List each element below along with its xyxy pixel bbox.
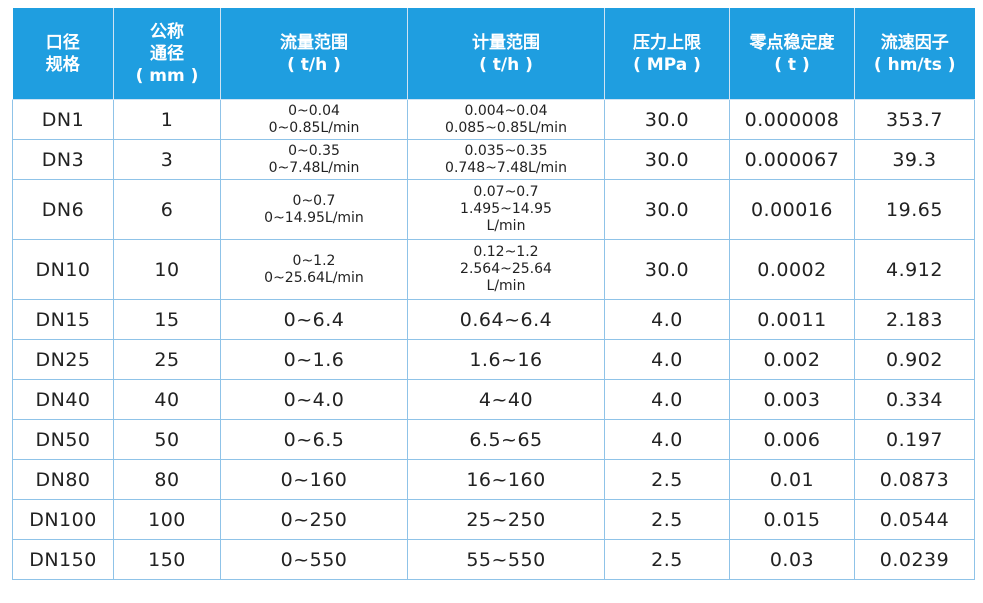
cell-velocity-factor: 0.197	[854, 419, 975, 460]
cell-flow-range: 0~160	[220, 459, 408, 500]
table-row: DN1 1 0~0.04 0~0.85L/min 0.004~0.04 0.085~0…	[12, 99, 975, 140]
cell-measuring-range: 55~550	[407, 539, 605, 580]
cell-measuring-range: 0.035~0.35 0.748~7.48L/min	[407, 139, 605, 180]
cell-pressure-limit: 30.0	[604, 139, 730, 180]
cell-velocity-factor: 0.902	[854, 339, 975, 380]
cell-caliber: DN15	[12, 299, 114, 340]
cell-pressure-limit: 30.0	[604, 179, 730, 240]
cell-caliber: DN1	[12, 99, 114, 140]
cell-velocity-factor: 0.0544	[854, 499, 975, 540]
cell-velocity-factor: 2.183	[854, 299, 975, 340]
cell-zero-stability: 0.0011	[729, 299, 855, 340]
cell-zero-stability: 0.003	[729, 379, 855, 420]
cell-flow-range: 0~0.35 0~7.48L/min	[220, 139, 408, 180]
cell-flow-range: 0~4.0	[220, 379, 408, 420]
cell-caliber: DN25	[12, 339, 114, 380]
cell-velocity-factor: 0.0873	[854, 459, 975, 500]
cell-pressure-limit: 30.0	[604, 239, 730, 300]
cell-caliber: DN40	[12, 379, 114, 420]
cell-caliber: DN6	[12, 179, 114, 240]
cell-flow-range: 0~0.04 0~0.85L/min	[220, 99, 408, 140]
cell-zero-stability: 0.006	[729, 419, 855, 460]
table-row: DN100 100 0~250 25~250 2.5 0.015 0.0544	[12, 499, 975, 540]
header-flow-range: 流量范围 ( t/h )	[220, 8, 408, 100]
header-measuring-range: 计量范围 ( t/h )	[407, 8, 605, 100]
cell-velocity-factor: 4.912	[854, 239, 975, 300]
cell-measuring-range: 1.6~16	[407, 339, 605, 380]
cell-flow-range: 0~250	[220, 499, 408, 540]
cell-nominal-diameter: 1	[113, 99, 221, 140]
cell-pressure-limit: 4.0	[604, 339, 730, 380]
cell-pressure-limit: 4.0	[604, 419, 730, 460]
cell-nominal-diameter: 15	[113, 299, 221, 340]
table-header-row: 口径 规格 公称 通径 ( mm ) 流量范围 ( t/h ) 计量范围 ( t…	[12, 8, 975, 100]
header-nominal-diameter: 公称 通径 ( mm )	[113, 8, 221, 100]
table-row: DN50 50 0~6.5 6.5~65 4.0 0.006 0.197	[12, 419, 975, 460]
cell-flow-range: 0~6.5	[220, 419, 408, 460]
cell-pressure-limit: 2.5	[604, 539, 730, 580]
cell-measuring-range: 25~250	[407, 499, 605, 540]
table-row: DN10 10 0~1.2 0~25.64L/min 0.12~1.2 2.564~2…	[12, 239, 975, 300]
cell-measuring-range: 0.07~0.7 1.495~14.95 L/min	[407, 179, 605, 240]
cell-zero-stability: 0.000067	[729, 139, 855, 180]
cell-flow-range: 0~550	[220, 539, 408, 580]
cell-zero-stability: 0.01	[729, 459, 855, 500]
spec-table-container: 口径 规格 公称 通径 ( mm ) 流量范围 ( t/h ) 计量范围 ( t…	[12, 8, 975, 580]
cell-measuring-range: 0.64~6.4	[407, 299, 605, 340]
cell-measuring-range: 16~160	[407, 459, 605, 500]
cell-pressure-limit: 4.0	[604, 299, 730, 340]
cell-nominal-diameter: 3	[113, 139, 221, 180]
cell-zero-stability: 0.000008	[729, 99, 855, 140]
cell-caliber: DN50	[12, 419, 114, 460]
table-body: DN1 1 0~0.04 0~0.85L/min 0.004~0.04 0.085~0…	[12, 99, 975, 580]
header-pressure-limit: 压力上限 ( MPa )	[604, 8, 730, 100]
table-row: DN150 150 0~550 55~550 2.5 0.03 0.0239	[12, 539, 975, 580]
header-zero-stability: 零点稳定度 ( t )	[729, 8, 855, 100]
header-velocity-factor: 流速因子 ( hm/ts )	[854, 8, 975, 100]
cell-nominal-diameter: 6	[113, 179, 221, 240]
cell-zero-stability: 0.03	[729, 539, 855, 580]
cell-nominal-diameter: 150	[113, 539, 221, 580]
cell-caliber: DN80	[12, 459, 114, 500]
cell-flow-range: 0~1.6	[220, 339, 408, 380]
cell-velocity-factor: 0.334	[854, 379, 975, 420]
cell-nominal-diameter: 25	[113, 339, 221, 380]
table-row: DN40 40 0~4.0 4~40 4.0 0.003 0.334	[12, 379, 975, 420]
cell-measuring-range: 6.5~65	[407, 419, 605, 460]
cell-zero-stability: 0.00016	[729, 179, 855, 240]
cell-caliber: DN3	[12, 139, 114, 180]
cell-velocity-factor: 39.3	[854, 139, 975, 180]
cell-nominal-diameter: 10	[113, 239, 221, 300]
cell-velocity-factor: 0.0239	[854, 539, 975, 580]
header-caliber: 口径 规格	[12, 8, 114, 100]
cell-nominal-diameter: 40	[113, 379, 221, 420]
cell-caliber: DN10	[12, 239, 114, 300]
cell-zero-stability: 0.0002	[729, 239, 855, 300]
cell-velocity-factor: 353.7	[854, 99, 975, 140]
cell-pressure-limit: 2.5	[604, 459, 730, 500]
cell-nominal-diameter: 100	[113, 499, 221, 540]
cell-pressure-limit: 2.5	[604, 499, 730, 540]
cell-pressure-limit: 4.0	[604, 379, 730, 420]
cell-flow-range: 0~1.2 0~25.64L/min	[220, 239, 408, 300]
cell-measuring-range: 0.12~1.2 2.564~25.64 L/min	[407, 239, 605, 300]
cell-nominal-diameter: 80	[113, 459, 221, 500]
cell-measuring-range: 0.004~0.04 0.085~0.85L/min	[407, 99, 605, 140]
table-row: DN80 80 0~160 16~160 2.5 0.01 0.0873	[12, 459, 975, 500]
cell-pressure-limit: 30.0	[604, 99, 730, 140]
table-row: DN3 3 0~0.35 0~7.48L/min 0.035~0.35 0.748~7…	[12, 139, 975, 180]
cell-zero-stability: 0.015	[729, 499, 855, 540]
table-row: DN6 6 0~0.7 0~14.95L/min 0.07~0.7 1.495~14.…	[12, 179, 975, 240]
cell-flow-range: 0~6.4	[220, 299, 408, 340]
table-row: DN15 15 0~6.4 0.64~6.4 4.0 0.0011 2.183	[12, 299, 975, 340]
cell-measuring-range: 4~40	[407, 379, 605, 420]
cell-zero-stability: 0.002	[729, 339, 855, 380]
spec-table: 口径 规格 公称 通径 ( mm ) 流量范围 ( t/h ) 计量范围 ( t…	[12, 8, 975, 580]
table-row: DN25 25 0~1.6 1.6~16 4.0 0.002 0.902	[12, 339, 975, 380]
cell-caliber: DN150	[12, 539, 114, 580]
cell-caliber: DN100	[12, 499, 114, 540]
cell-flow-range: 0~0.7 0~14.95L/min	[220, 179, 408, 240]
cell-nominal-diameter: 50	[113, 419, 221, 460]
cell-velocity-factor: 19.65	[854, 179, 975, 240]
